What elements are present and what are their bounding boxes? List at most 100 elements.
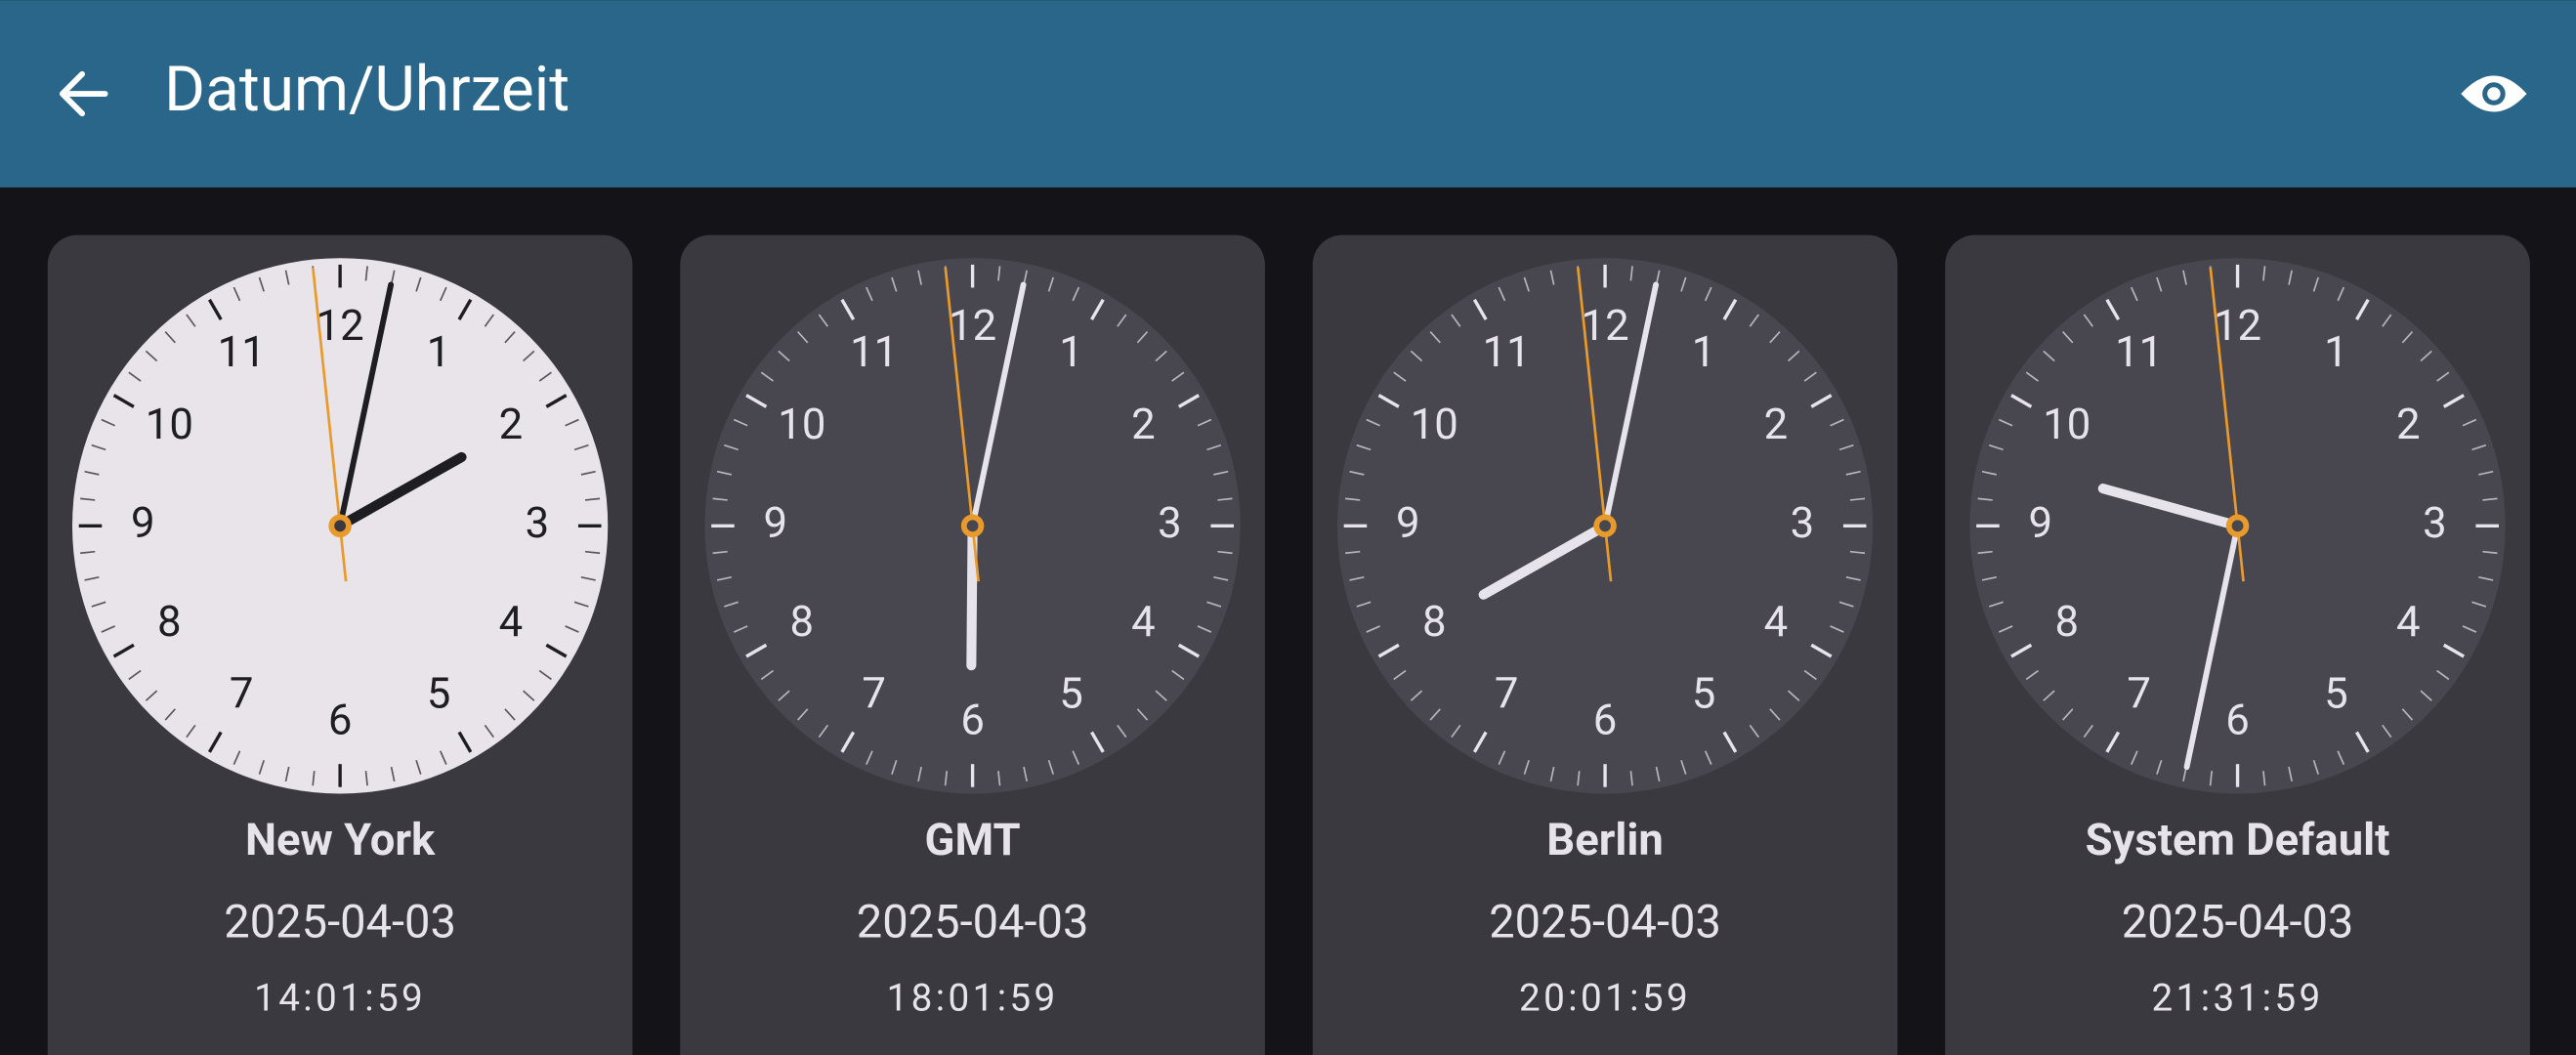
- dial-number: 2: [2396, 399, 2421, 449]
- minute-tick: [1047, 759, 1055, 775]
- app-bar: [0, 0, 2576, 188]
- minute-tick: [797, 331, 809, 344]
- minute-tick: [1749, 314, 1759, 327]
- minute-tick: [1345, 497, 1361, 501]
- hour-tick: [545, 394, 568, 408]
- minute-tick: [2462, 418, 2477, 427]
- minute-tick: [1136, 331, 1149, 344]
- minute-tick: [2062, 708, 2074, 721]
- minute-tick: [1549, 766, 1555, 782]
- hub-center: [334, 520, 347, 532]
- minute-tick: [538, 669, 552, 681]
- dial-number: 10: [1411, 399, 1458, 449]
- hour-tick: [1090, 731, 1105, 753]
- dial-number: 7: [1495, 668, 1519, 719]
- minute-tick: [1072, 286, 1080, 302]
- minute-tick: [439, 286, 447, 302]
- minute-tick: [1629, 771, 1633, 786]
- minute-tick: [284, 766, 290, 782]
- minute-tick: [1072, 750, 1080, 765]
- minute-tick: [716, 575, 733, 581]
- minute-tick: [504, 708, 516, 721]
- minute-tick: [2262, 771, 2266, 786]
- minute-tick: [84, 575, 100, 581]
- minute-tick: [716, 470, 733, 476]
- minute-tick: [523, 690, 535, 701]
- hour-tick: [1377, 643, 1400, 658]
- minute-tick: [1429, 331, 1441, 344]
- hour-tick: [457, 298, 473, 320]
- minute-tick: [415, 759, 422, 775]
- hour-tick: [1722, 298, 1738, 320]
- minute-tick: [2083, 724, 2093, 738]
- minute-tick: [733, 625, 748, 633]
- minute-tick: [1136, 708, 1149, 721]
- dial-number: 5: [1059, 668, 1083, 719]
- minute-tick: [712, 497, 728, 501]
- hub-center: [966, 520, 979, 532]
- dial-number: 11: [2115, 326, 2163, 377]
- minute-tick: [232, 750, 241, 765]
- minute-tick: [1769, 708, 1781, 721]
- minute-tick: [2288, 270, 2293, 285]
- minute-tick: [1787, 690, 1800, 701]
- clock-name: Berlin: [1546, 815, 1664, 866]
- minute-tick: [364, 771, 368, 786]
- dial-number: 12: [317, 300, 364, 351]
- hour-tick: [1810, 394, 1833, 408]
- minute-tick: [1206, 443, 1222, 451]
- minute-tick: [1629, 266, 1633, 281]
- visibility-button[interactable]: [2461, 75, 2527, 112]
- minute-tick: [944, 771, 949, 786]
- clock-date: 2025-04-03: [2122, 895, 2354, 949]
- minute-tick: [2482, 497, 2498, 501]
- minute-hand: [1602, 281, 1660, 529]
- hour-hand: [1478, 521, 1611, 600]
- clock-time: 21:31:59: [2152, 977, 2324, 1021]
- minute-tick: [1451, 314, 1461, 327]
- minute-tick: [565, 418, 579, 427]
- minute-tick: [917, 766, 922, 782]
- dial-number: 9: [2028, 497, 2052, 548]
- hour-tick: [207, 298, 223, 320]
- minute-tick: [1845, 575, 1861, 581]
- dial-number: 10: [778, 399, 825, 449]
- hour-tick: [1472, 731, 1488, 753]
- dial-number: 7: [230, 668, 254, 719]
- minute-tick: [997, 266, 1001, 281]
- dial-number: 9: [131, 497, 155, 548]
- minute-tick: [1704, 286, 1712, 302]
- minute-tick: [1410, 690, 1423, 701]
- back-arrow: [59, 70, 108, 117]
- minute-tick: [84, 470, 100, 476]
- hour-tick: [840, 731, 856, 753]
- minute-tick: [1830, 625, 1844, 633]
- minute-tick: [1155, 350, 1167, 362]
- dial-number: 5: [2324, 668, 2348, 719]
- minute-tick: [284, 270, 290, 285]
- dial-number: 4: [499, 596, 524, 647]
- minute-tick: [724, 443, 739, 451]
- minute-tick: [1410, 350, 1423, 362]
- dial-number: 11: [1483, 326, 1531, 377]
- minute-tick: [2312, 759, 2319, 775]
- back-button[interactable]: [59, 70, 108, 117]
- minute-tick: [101, 625, 116, 633]
- minute-tick: [2025, 669, 2039, 681]
- minute-tick: [2156, 276, 2163, 292]
- minute-tick: [760, 669, 775, 681]
- clock-date: 2025-04-03: [1489, 895, 1721, 949]
- minute-tick: [573, 601, 589, 608]
- minute-tick: [101, 418, 116, 427]
- hour-tick: [112, 643, 135, 658]
- minute-tick: [186, 314, 196, 327]
- minute-tick: [364, 266, 368, 281]
- minute-tick: [2401, 708, 2414, 721]
- dial-number: 9: [764, 497, 788, 548]
